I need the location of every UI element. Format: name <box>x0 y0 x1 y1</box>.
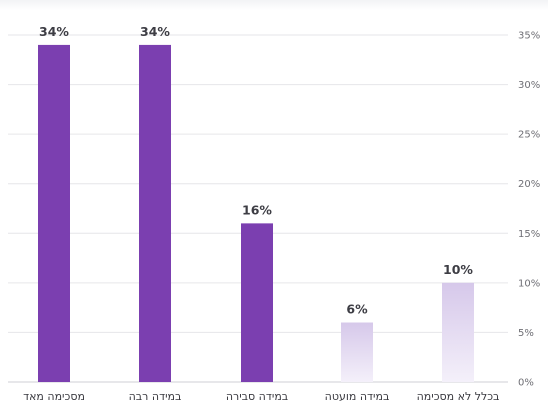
category-label-4: במידה מועטה <box>325 390 390 403</box>
data-label-5: 10% <box>443 262 473 277</box>
bar-5 <box>442 282 474 382</box>
bar-2 <box>139 44 171 383</box>
y-tick-label-15: 15% <box>518 229 540 240</box>
data-labels: 34% 34% 16% 6% 10% <box>39 24 473 317</box>
bars <box>38 44 474 383</box>
y-tick-label-30: 30% <box>518 80 540 91</box>
y-tick-label-35: 35% <box>518 31 540 42</box>
y-tick-label-20: 20% <box>518 179 540 190</box>
data-label-2: 34% <box>140 24 170 39</box>
data-label-3: 16% <box>242 202 272 217</box>
bar-4 <box>341 322 373 382</box>
data-label-1: 34% <box>39 24 69 39</box>
bar-1 <box>38 44 70 383</box>
y-tick-label-5: 5% <box>518 328 534 339</box>
data-label-4: 6% <box>346 302 368 317</box>
y-tick-label-25: 25% <box>518 130 540 141</box>
y-axis-ticks: 0% 5% 10% 15% 20% 25% 30% 35% <box>518 31 540 389</box>
category-label-3: במידה סבירה <box>226 390 288 403</box>
category-label-1: מסכימה מאד <box>23 390 85 403</box>
bar-3 <box>241 223 273 382</box>
y-tick-label-0: 0% <box>518 378 534 389</box>
category-label-5: בכלל לא מסכימה <box>417 390 500 403</box>
category-label-2: במידה רבה <box>129 390 182 403</box>
category-labels: מסכימה מאד במידה רבה במידה סבירה במידה מועט… <box>23 390 499 403</box>
y-tick-label-10: 10% <box>518 278 540 289</box>
